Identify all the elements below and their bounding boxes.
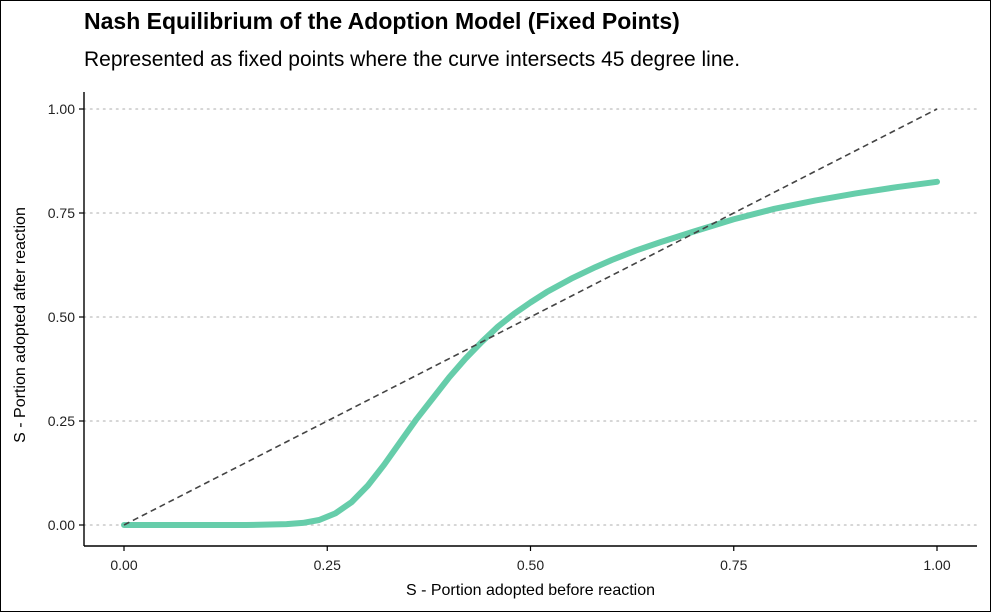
x-tick-label: 0.00 [110, 557, 137, 573]
series-layer [121, 108, 940, 528]
adoption-curve-line [121, 178, 940, 528]
y-tick-label: 0.00 [48, 517, 75, 533]
y-tick-label: 1.00 [48, 101, 75, 117]
x-tick-label: 0.50 [517, 557, 544, 573]
chart-subtitle: Represented as fixed points where the cu… [84, 48, 741, 71]
chart-title: Nash Equilibrium of the Adoption Model (… [84, 8, 680, 34]
x-tick-label: 0.25 [314, 557, 341, 573]
x-tick-label: 1.00 [923, 557, 950, 573]
grid-lines [83, 108, 978, 526]
axis-ticks: 0.00 0.25 0.50 0.75 1.00 0.00 0.25 0.50 0.75 1.00 [48, 101, 951, 573]
reference-45-degree-line [123, 108, 938, 526]
y-tick-label: 0.75 [48, 205, 75, 221]
y-tick-label: 0.50 [48, 309, 75, 325]
y-axis-title: S - Portion adopted after reaction [12, 207, 29, 443]
y-tick-label: 0.25 [48, 413, 75, 429]
x-tick-label: 0.75 [720, 557, 747, 573]
x-axis-title: S - Portion adopted before reaction [406, 582, 655, 599]
